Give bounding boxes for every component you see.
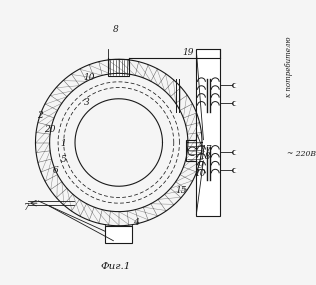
Text: 9: 9 <box>198 160 204 170</box>
Bar <box>186 140 204 161</box>
Text: 10: 10 <box>83 73 95 82</box>
Bar <box>105 226 132 243</box>
Bar <box>196 49 220 216</box>
Text: 10: 10 <box>195 169 206 178</box>
Text: 19: 19 <box>182 48 194 57</box>
Text: 5: 5 <box>61 155 67 164</box>
Bar <box>108 59 129 76</box>
Text: 6: 6 <box>52 166 58 175</box>
Text: 17: 17 <box>200 145 212 154</box>
Text: Фиг.1: Фиг.1 <box>101 262 131 271</box>
Text: 20: 20 <box>44 125 55 134</box>
Text: 7: 7 <box>24 203 30 212</box>
Text: 2: 2 <box>37 111 43 120</box>
Text: ~ 220В: ~ 220В <box>287 150 316 158</box>
Text: 1: 1 <box>61 139 67 148</box>
Text: 3: 3 <box>83 99 89 107</box>
Text: 4: 4 <box>133 218 138 227</box>
Text: к потребителю: к потребителю <box>285 36 294 97</box>
Text: 8: 8 <box>113 25 119 34</box>
Text: 18: 18 <box>199 152 210 161</box>
Text: 15: 15 <box>175 186 186 195</box>
